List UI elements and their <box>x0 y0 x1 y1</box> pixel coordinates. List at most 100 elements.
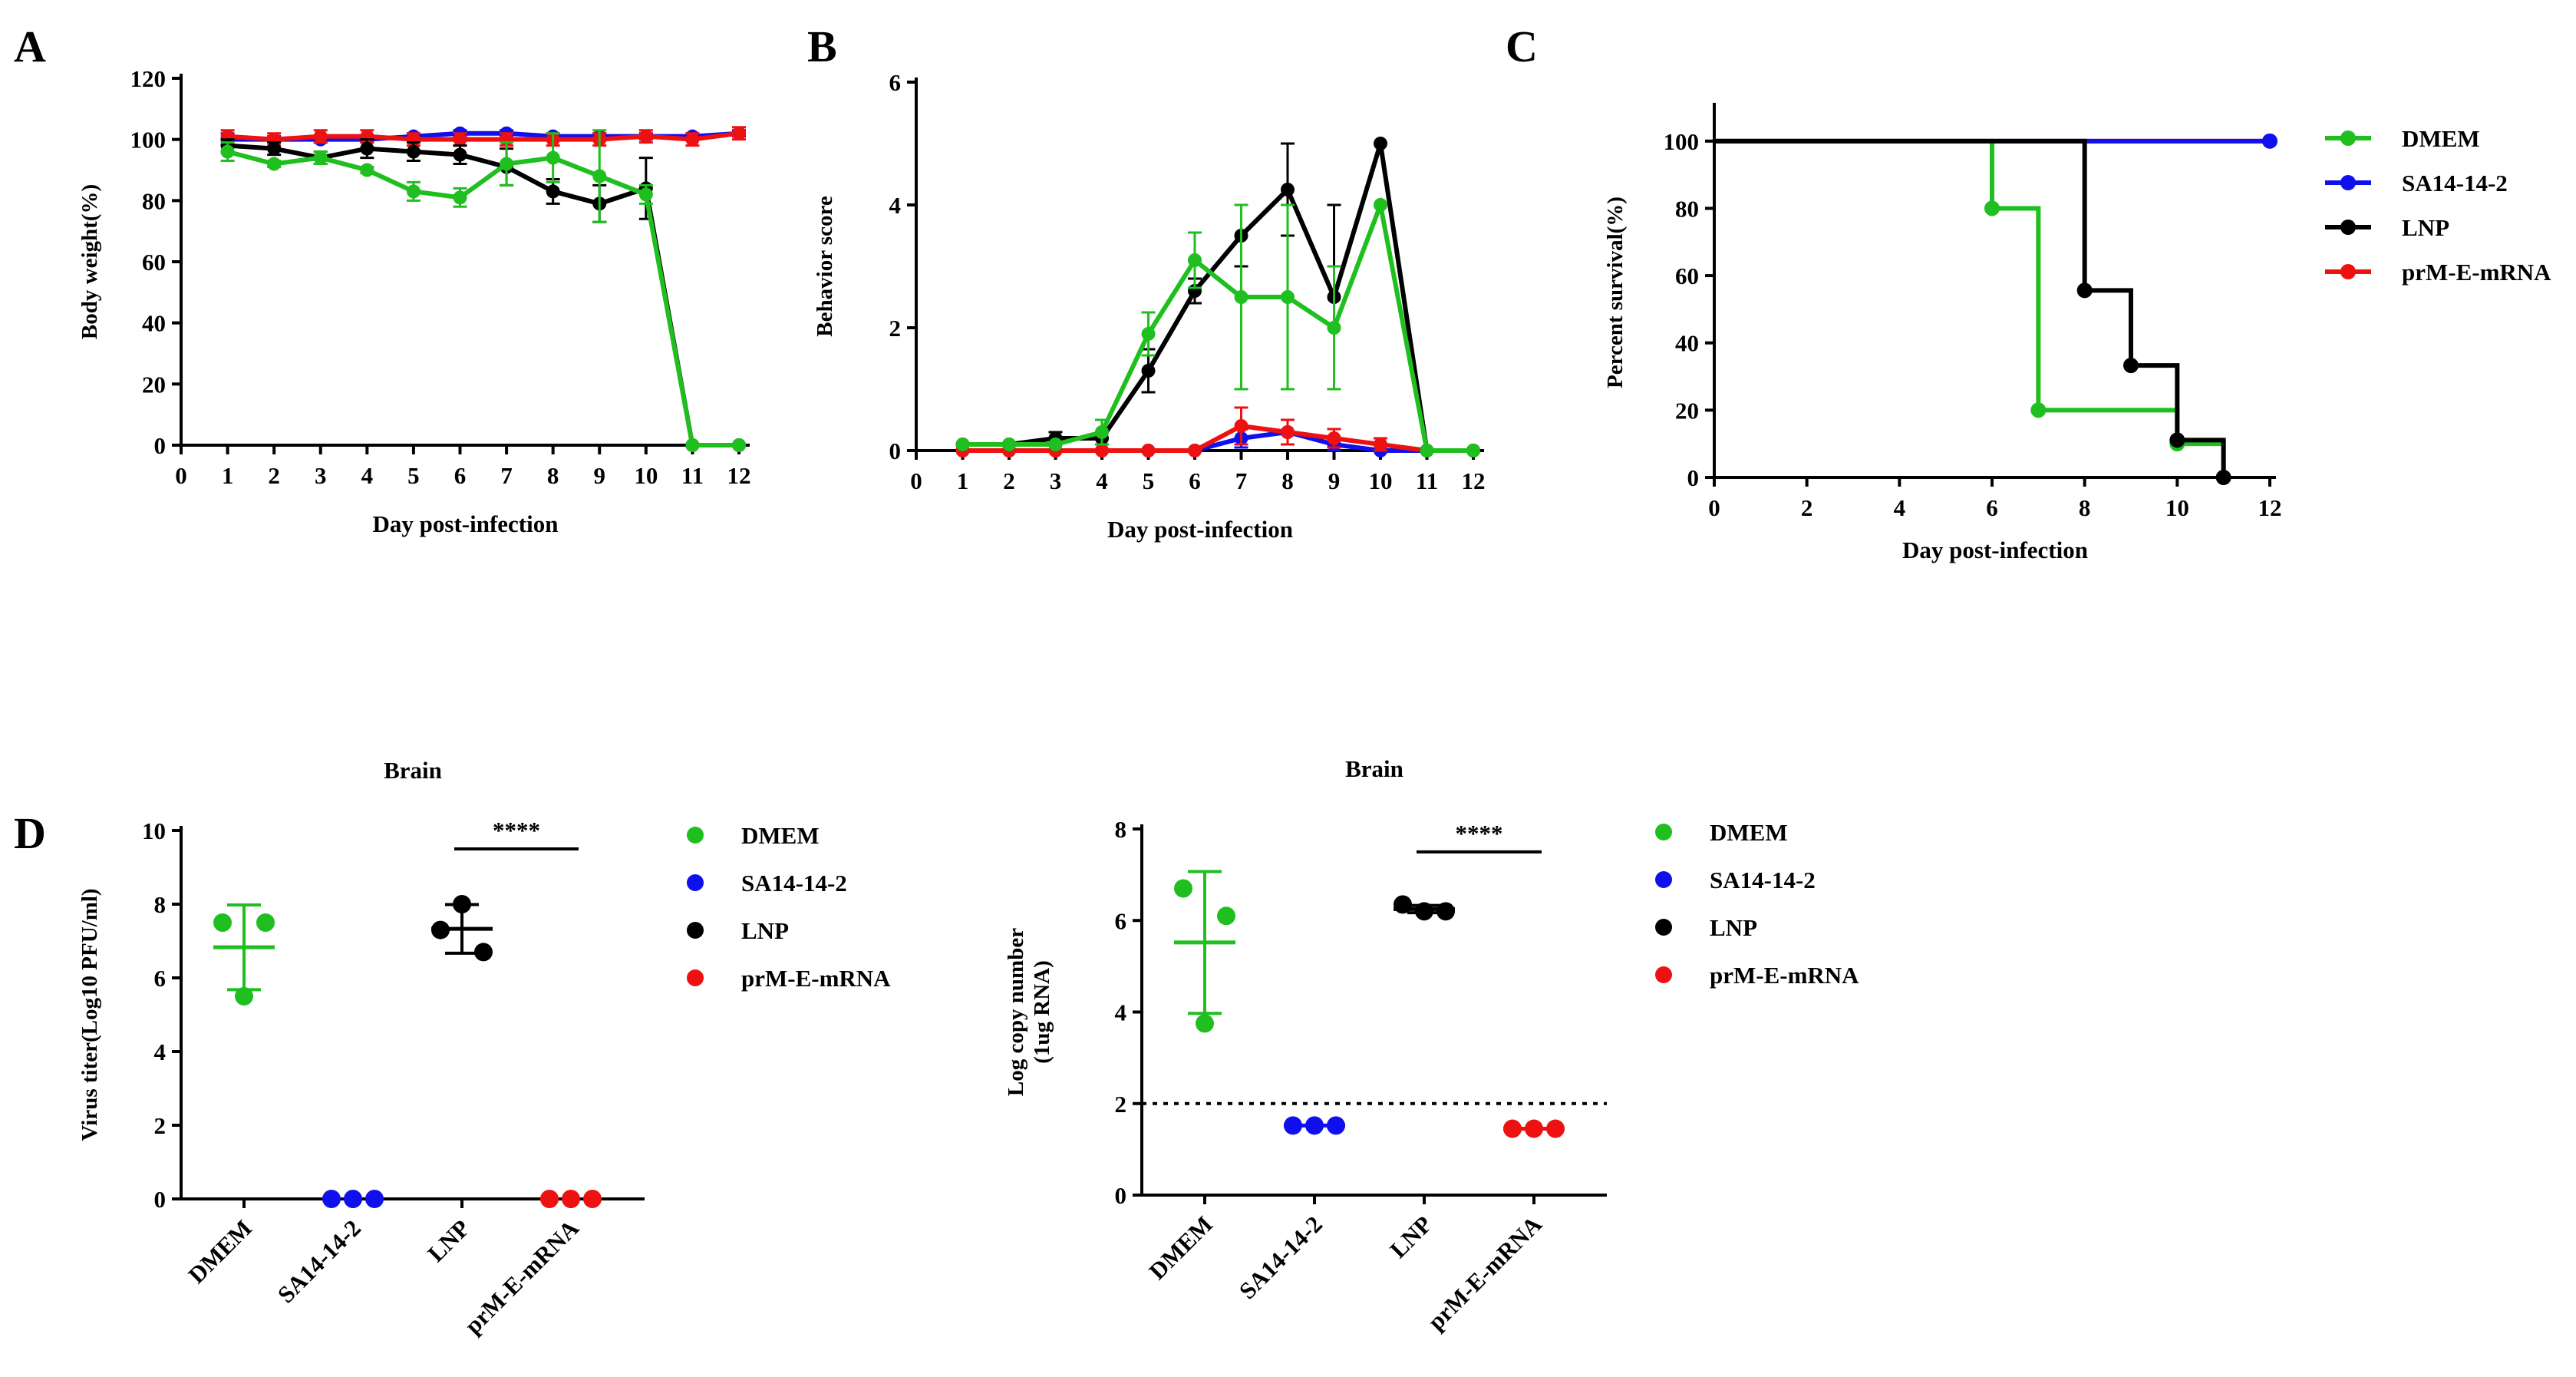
legend-marker-dmem <box>1655 824 1672 840</box>
data-point-dmem <box>1281 290 1295 304</box>
data-point-dmem <box>685 438 700 452</box>
x-tick-label: 12 <box>1462 467 1486 494</box>
data-point-lnp <box>431 920 450 939</box>
legend-marker-dmem <box>687 827 704 844</box>
x-tick-label: 10 <box>2165 494 2189 521</box>
data-point-prm-e-mrna <box>1095 444 1109 457</box>
data-point-dmem <box>1141 327 1156 341</box>
data-point-prm-e-mrna <box>562 1190 580 1208</box>
x-tick-label: 1 <box>222 462 234 489</box>
panel-label-d: D <box>14 808 46 858</box>
x-tick-label: 0 <box>910 467 922 494</box>
series-line-lnp <box>962 143 1473 453</box>
legend-marker-dmem <box>2340 130 2356 146</box>
series-line-prm-e-mrna <box>962 423 1473 453</box>
x-tick-label: 8 <box>547 462 559 489</box>
y-tick-label: 0 <box>1115 1182 1127 1209</box>
legend-label-dmem: DMEM <box>2402 125 2480 152</box>
x-tick-label: 10 <box>1369 467 1393 494</box>
data-point-prm-e-mrna <box>1281 425 1295 439</box>
x-tick-label: 4 <box>1096 467 1108 494</box>
legend-marker-prm-e-mrna <box>2340 264 2356 279</box>
survival-curve-lnp <box>1714 138 2226 477</box>
legend-label-lnp: LNP <box>741 917 789 944</box>
data-point-dmem <box>313 150 328 165</box>
chart-title: Brain <box>384 757 442 784</box>
panel-d-virus-titer: 0 2 4 6 8 10 Virus titer(Log10 PFU/ml) Brain DME… <box>78 757 891 1339</box>
data-point-prm-e-mrna <box>1327 431 1341 445</box>
data-point-dmem <box>546 150 560 165</box>
y-tick-label: 10 <box>142 817 166 844</box>
data-point-lnp <box>267 141 282 156</box>
legend-label-prm-e-mrna: prM-E-mRNA <box>741 965 891 992</box>
y-tick-label: 60 <box>1675 263 1699 289</box>
y-tick-label: 100 <box>1664 128 1700 155</box>
data-point-dmem <box>220 144 235 159</box>
legend-marker-lnp <box>1655 919 1672 936</box>
data-point-dmem <box>1048 438 1063 451</box>
category-label-prm-e-mrna: prM-E-mRNA <box>1423 1210 1548 1336</box>
x-tick-label: 4 <box>1894 494 1906 521</box>
data-point-prm-e-mrna <box>1503 1119 1522 1138</box>
x-tick-label: 6 <box>1189 467 1201 494</box>
legend-label-sa14-14-2: SA14-14-2 <box>2402 170 2508 196</box>
y-tick-label: 6 <box>889 69 902 96</box>
data-point-dmem <box>267 157 282 171</box>
series-line-dmem <box>962 196 1473 453</box>
y-tick-label: 0 <box>1687 464 1700 491</box>
data-point-dmem <box>213 913 232 932</box>
x-tick-label: 2 <box>1801 494 1813 521</box>
data-point-lnp <box>474 943 493 962</box>
data-point-dmem <box>1234 290 1248 304</box>
x-tick-label: 6 <box>454 462 467 489</box>
data-point-lnp <box>546 184 560 199</box>
x-tick-label: 5 <box>407 462 420 489</box>
data-point-prm-e-mrna <box>1234 419 1248 433</box>
x-tick-label: 7 <box>500 462 513 489</box>
legend-label-sa14-14-2: SA14-14-2 <box>741 870 847 897</box>
data-point-dmem <box>1217 906 1235 926</box>
legend-marker-prm-e-mrna <box>687 969 704 986</box>
x-tick-label: 4 <box>361 462 374 489</box>
panel-c-survival: 0 20 40 60 80 100 0 2 4 6 8 10 12 Day post-infection P… <box>1603 103 2551 563</box>
series-line-lnp <box>227 143 739 447</box>
data-point-dmem <box>360 163 374 177</box>
y-tick-label: 120 <box>130 65 167 92</box>
data-point-dmem <box>500 157 514 171</box>
y-tick-label: 20 <box>1675 397 1699 424</box>
x-tick-label: 9 <box>594 462 606 489</box>
legend-label-lnp: LNP <box>2402 214 2449 241</box>
data-point-dmem <box>235 987 253 1006</box>
legend-label-prm-e-mrna: prM-E-mRNA <box>2402 259 2551 286</box>
x-tick-label: 8 <box>2079 494 2091 521</box>
data-point-dmem <box>1002 438 1016 451</box>
x-tick-label: 2 <box>268 462 280 489</box>
legend-label-sa14-14-2: SA14-14-2 <box>1710 867 1816 893</box>
legend-marker-lnp <box>687 922 704 939</box>
data-point-lnp <box>453 147 467 162</box>
y-tick-label: 0 <box>154 1186 167 1213</box>
data-point-sa14-14-2 <box>1327 1116 1345 1135</box>
panel-label-b: B <box>807 21 837 71</box>
x-tick-label: 11 <box>681 462 704 489</box>
x-tick-label: 0 <box>1708 494 1720 521</box>
data-point-dmem <box>1188 253 1202 267</box>
x-tick-label: 9 <box>1328 467 1341 494</box>
category-label-sa14-14-2: SA14-14-2 <box>1234 1210 1328 1304</box>
legend-marker-sa14-14-2 <box>1655 871 1672 888</box>
data-point-lnp <box>1141 364 1156 378</box>
data-point-dmem <box>1466 444 1480 457</box>
y-tick-label: 4 <box>154 1039 167 1065</box>
y-tick-label: 2 <box>1115 1091 1127 1118</box>
survival-marker-dmem <box>2030 402 2047 418</box>
y-axis-title: Body weight(%) <box>78 184 102 339</box>
significance-label: **** <box>1456 820 1503 847</box>
category-label-dmem: DMEM <box>1143 1210 1218 1285</box>
data-point-sa14-14-2 <box>322 1190 341 1208</box>
category-label-sa14-14-2: SA14-14-2 <box>272 1214 366 1308</box>
x-tick-label: 10 <box>634 462 658 489</box>
y-tick-label: 8 <box>154 891 167 918</box>
